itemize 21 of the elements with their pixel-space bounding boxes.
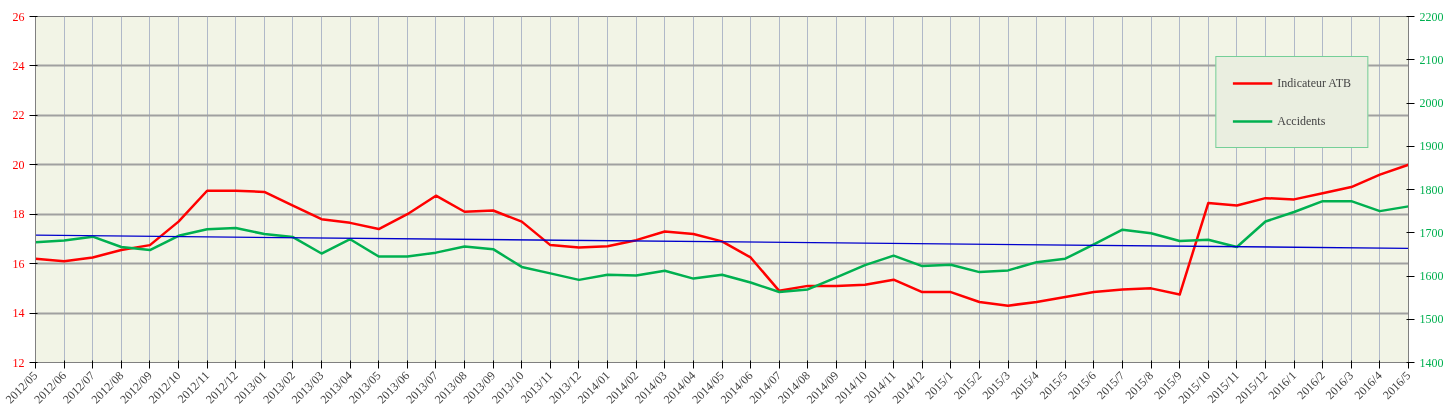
y-tick-label: 16	[12, 256, 25, 271]
y2-tick-label: 2100	[1419, 52, 1444, 67]
y2-tick-label: 1900	[1419, 139, 1444, 154]
y-tick-label: 22	[12, 108, 25, 123]
y2-tick-label: 1800	[1419, 182, 1444, 197]
legend-label: Indicateur ATB	[1277, 75, 1351, 91]
y2-tick-label: 1700	[1419, 225, 1444, 240]
y2-tick-label: 1400	[1419, 355, 1444, 370]
y2-tick-label: 2200	[1419, 9, 1444, 24]
y-tick-label: 26	[12, 9, 25, 24]
line-series	[35, 163, 1409, 307]
y2-tick-label: 1500	[1419, 312, 1444, 327]
y2-tick-label: 2000	[1419, 96, 1444, 110]
y-tick-label: 14	[12, 306, 25, 321]
y-tick-label: 24	[12, 58, 25, 73]
y2-tick-label: 1600	[1419, 269, 1444, 283]
legend-label: Accidents	[1277, 113, 1326, 129]
line-series	[35, 199, 1409, 294]
y-tick-label: 12	[12, 355, 25, 370]
y-tick-label: 18	[12, 207, 25, 222]
y-tick-label: 20	[12, 157, 25, 172]
